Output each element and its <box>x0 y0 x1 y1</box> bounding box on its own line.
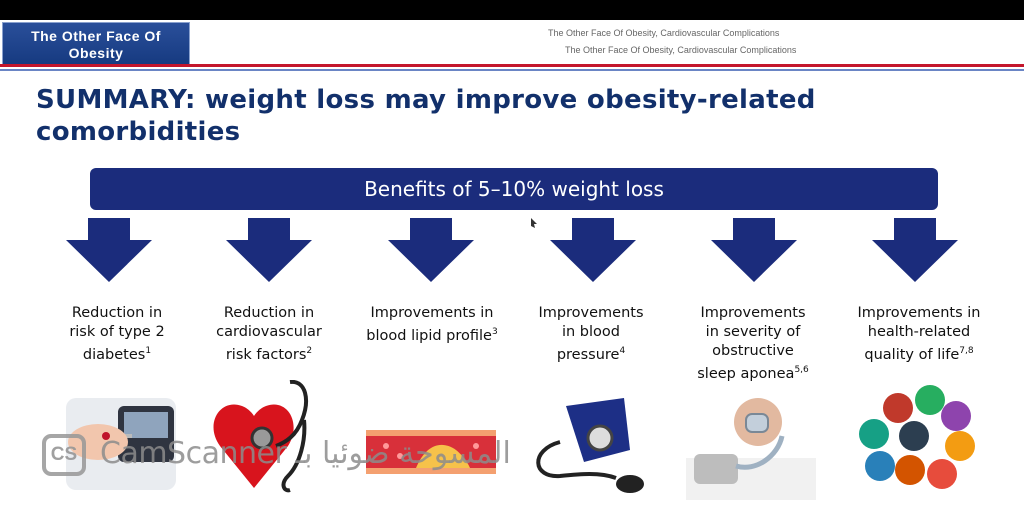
down-arrow-icon <box>872 218 958 282</box>
heart-stethoscope-icon <box>213 380 308 493</box>
label-line: health-related <box>867 324 971 340</box>
label-line: Improvements <box>700 305 806 321</box>
logo-line-2: Obesity <box>68 45 124 61</box>
label-line: in severity of <box>705 324 801 340</box>
label-line: Reduction in <box>223 305 315 321</box>
down-arrow-icon <box>226 218 312 282</box>
label-line: sleep aponea5,6 <box>678 361 828 384</box>
reference-number: 3 <box>491 327 498 337</box>
benefit-label-diabetes: Reduction in risk of type 2 diabetes1 <box>42 304 192 365</box>
label-line: Improvements in <box>370 305 494 321</box>
benefit-label-lipid: Improvements in blood lipid profile3 <box>352 304 512 346</box>
watermark-text: CamScanner المسوحة ضوئيا بـ <box>100 436 511 471</box>
header-subtitle-2: The Other Face Of Obesity, Cardiovascula… <box>565 45 797 55</box>
reference-number: 5,6 <box>794 365 809 375</box>
label-text: quality of life <box>864 346 960 363</box>
label-line: Improvements in <box>857 305 981 321</box>
header-divider-blue <box>0 69 1024 71</box>
benefit-label-quality-of-life: Improvements in health-related quality o… <box>844 304 994 365</box>
label-line: risk of type 2 <box>69 324 165 340</box>
reference-number: 1 <box>145 346 152 356</box>
label-line: diabetes1 <box>42 342 192 365</box>
slide: The Other Face Of Obesity The Other Face… <box>0 20 1024 514</box>
label-line: quality of life7,8 <box>844 342 994 365</box>
reference-number: 7,8 <box>959 346 974 356</box>
title-line-1: SUMMARY: weight loss may improve obesity… <box>36 85 816 115</box>
mouse-cursor-icon <box>531 218 537 228</box>
down-arrow-icon <box>550 218 636 282</box>
benefit-label-blood-pressure: Improvements in blood pressure4 <box>516 304 666 365</box>
reference-number: 2 <box>306 346 313 356</box>
reference-number: 4 <box>619 346 626 356</box>
label-text: risk factors <box>225 346 307 363</box>
down-arrow-icon <box>66 218 152 282</box>
label-line: in blood <box>561 324 620 340</box>
header-subtitle-1: The Other Face Of Obesity, Cardiovascula… <box>548 28 780 38</box>
label-line: blood lipid profile3 <box>352 323 512 346</box>
slide-title: SUMMARY: weight loss may improve obesity… <box>36 84 936 148</box>
down-arrow-icon <box>388 218 474 282</box>
label-line: Improvements <box>538 305 644 321</box>
cpap-machine-icon <box>686 398 816 500</box>
camscanner-logo-icon: CS <box>42 434 86 476</box>
benefit-label-cardiovascular: Reduction in cardiovascular risk factors… <box>194 304 344 365</box>
label-text: sleep aponea <box>697 365 795 382</box>
label-text: diabetes <box>82 346 146 363</box>
header-divider-red <box>0 64 1024 67</box>
artery-plaque-icon <box>366 430 496 474</box>
label-line: cardiovascular <box>216 324 322 340</box>
label-text: pressure <box>556 346 620 363</box>
logo-line-1: The Other Face Of <box>31 28 161 44</box>
label-line: obstructive <box>712 343 794 359</box>
title-line-2: comorbidities <box>36 117 241 147</box>
down-arrow-icon <box>711 218 797 282</box>
benefit-label-sleep-apnea: Improvements in severity of obstructive … <box>678 304 828 384</box>
logo: The Other Face Of Obesity <box>2 22 190 66</box>
label-text: blood lipid profile <box>366 327 492 344</box>
health-activities-icon <box>859 385 975 489</box>
blood-pressure-cuff-icon <box>536 398 644 493</box>
label-line: Reduction in <box>71 305 163 321</box>
label-line: pressure4 <box>516 342 666 365</box>
benefits-banner: Benefits of 5–10% weight loss <box>90 168 938 210</box>
label-line: risk factors2 <box>194 342 344 365</box>
